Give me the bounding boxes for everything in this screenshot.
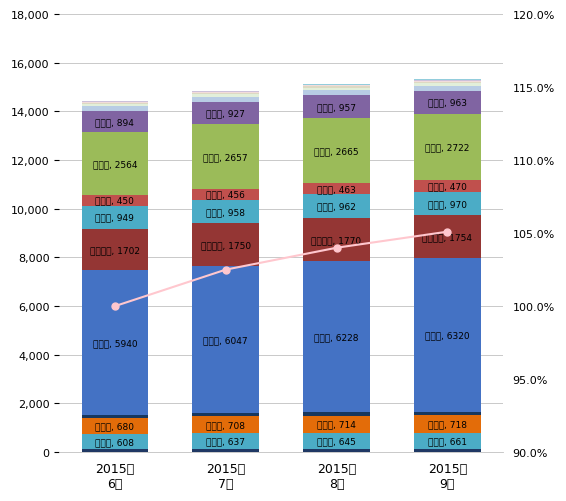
Text: 千葉県, 718: 千葉県, 718 <box>428 419 467 428</box>
Bar <box>192 413 259 416</box>
Bar <box>192 266 259 413</box>
Text: 兵庫県, 927: 兵庫県, 927 <box>206 109 245 118</box>
Bar <box>414 259 481 412</box>
Bar <box>414 181 481 192</box>
Bar <box>82 102 148 103</box>
Bar <box>414 449 481 452</box>
Bar <box>82 415 148 418</box>
Text: 埼玉県, 608: 埼玉県, 608 <box>96 437 134 446</box>
Text: 東京都, 6228: 東京都, 6228 <box>314 333 359 342</box>
Bar <box>82 434 148 449</box>
Text: 大阪府, 2722: 大阪府, 2722 <box>425 143 470 152</box>
Bar <box>192 200 259 224</box>
Bar <box>414 412 481 415</box>
Bar <box>303 85 370 86</box>
Bar <box>414 415 481 433</box>
Text: 埼玉県, 637: 埼玉県, 637 <box>206 437 245 445</box>
Text: 愛知県, 962: 愛知県, 962 <box>317 202 356 211</box>
Text: 兵庫県, 894: 兵庫県, 894 <box>96 118 134 127</box>
Text: 千葉県, 680: 千葉県, 680 <box>96 421 134 430</box>
Text: 兵庫県, 957: 兵庫県, 957 <box>317 103 356 112</box>
Bar <box>192 189 259 200</box>
Bar <box>192 93 259 94</box>
Bar <box>82 449 148 452</box>
Text: 東京都, 6320: 東京都, 6320 <box>425 331 470 340</box>
Text: 大阪府, 2564: 大阪府, 2564 <box>93 160 137 169</box>
Bar <box>192 416 259 433</box>
Bar <box>82 418 148 434</box>
Bar <box>82 133 148 195</box>
Bar <box>82 271 148 415</box>
Text: 神奈川県, 1754: 神奈川県, 1754 <box>422 232 473 241</box>
Text: 東京都, 6047: 東京都, 6047 <box>203 335 248 344</box>
Bar <box>414 115 481 181</box>
Bar <box>303 262 370 413</box>
Bar <box>303 184 370 195</box>
Text: 愛知県, 958: 愛知県, 958 <box>206 207 245 216</box>
Bar <box>414 216 481 259</box>
Bar <box>303 433 370 449</box>
Text: 愛知県, 949: 愛知県, 949 <box>96 213 134 222</box>
Text: 神奈川県, 1750: 神奈川県, 1750 <box>200 240 251 249</box>
Text: 神奈川県, 1702: 神奈川県, 1702 <box>90 245 140 255</box>
Text: 京都府, 456: 京都府, 456 <box>206 190 245 199</box>
Bar <box>82 105 148 107</box>
Bar <box>303 119 370 184</box>
Text: 埼玉県, 661: 埼玉県, 661 <box>428 436 467 445</box>
Text: 京都府, 450: 京都府, 450 <box>96 196 134 205</box>
Text: 兵庫県, 963: 兵庫県, 963 <box>428 99 467 108</box>
Bar <box>192 94 259 95</box>
Bar <box>82 103 148 105</box>
Bar <box>192 102 259 125</box>
Bar <box>303 86 370 87</box>
Bar <box>192 125 259 189</box>
Bar <box>303 413 370 416</box>
Bar <box>414 83 481 84</box>
Bar <box>414 82 481 83</box>
Bar <box>414 84 481 86</box>
Bar <box>303 195 370 218</box>
Bar <box>192 98 259 102</box>
Text: 埼玉県, 645: 埼玉県, 645 <box>317 436 356 445</box>
Bar <box>303 416 370 433</box>
Bar <box>303 218 370 262</box>
Text: 京都府, 470: 京都府, 470 <box>428 182 467 191</box>
Text: 大阪府, 2665: 大阪府, 2665 <box>314 147 359 156</box>
Text: 東京都, 5940: 東京都, 5940 <box>93 338 137 347</box>
Bar <box>82 111 148 133</box>
Bar <box>82 206 148 229</box>
Bar <box>192 92 259 93</box>
Bar <box>192 95 259 98</box>
Bar <box>82 195 148 206</box>
Text: 大阪府, 2657: 大阪府, 2657 <box>203 153 248 162</box>
Bar <box>414 86 481 91</box>
Bar <box>192 224 259 266</box>
Text: 愛知県, 970: 愛知県, 970 <box>428 199 467 208</box>
Bar <box>414 433 481 449</box>
Bar <box>82 107 148 111</box>
Bar <box>303 96 370 119</box>
Bar <box>82 229 148 271</box>
Bar <box>414 91 481 115</box>
Text: 千葉県, 708: 千葉県, 708 <box>206 420 245 429</box>
Text: 神奈川県, 1770: 神奈川県, 1770 <box>311 235 362 244</box>
Bar <box>303 87 370 89</box>
Text: 千葉県, 714: 千葉県, 714 <box>317 420 356 429</box>
Bar <box>192 449 259 452</box>
Text: 京都府, 463: 京都府, 463 <box>317 185 356 194</box>
Bar <box>303 449 370 452</box>
Bar <box>192 433 259 449</box>
Bar <box>303 91 370 96</box>
Bar <box>303 89 370 91</box>
Bar <box>414 81 481 82</box>
Bar <box>414 192 481 216</box>
